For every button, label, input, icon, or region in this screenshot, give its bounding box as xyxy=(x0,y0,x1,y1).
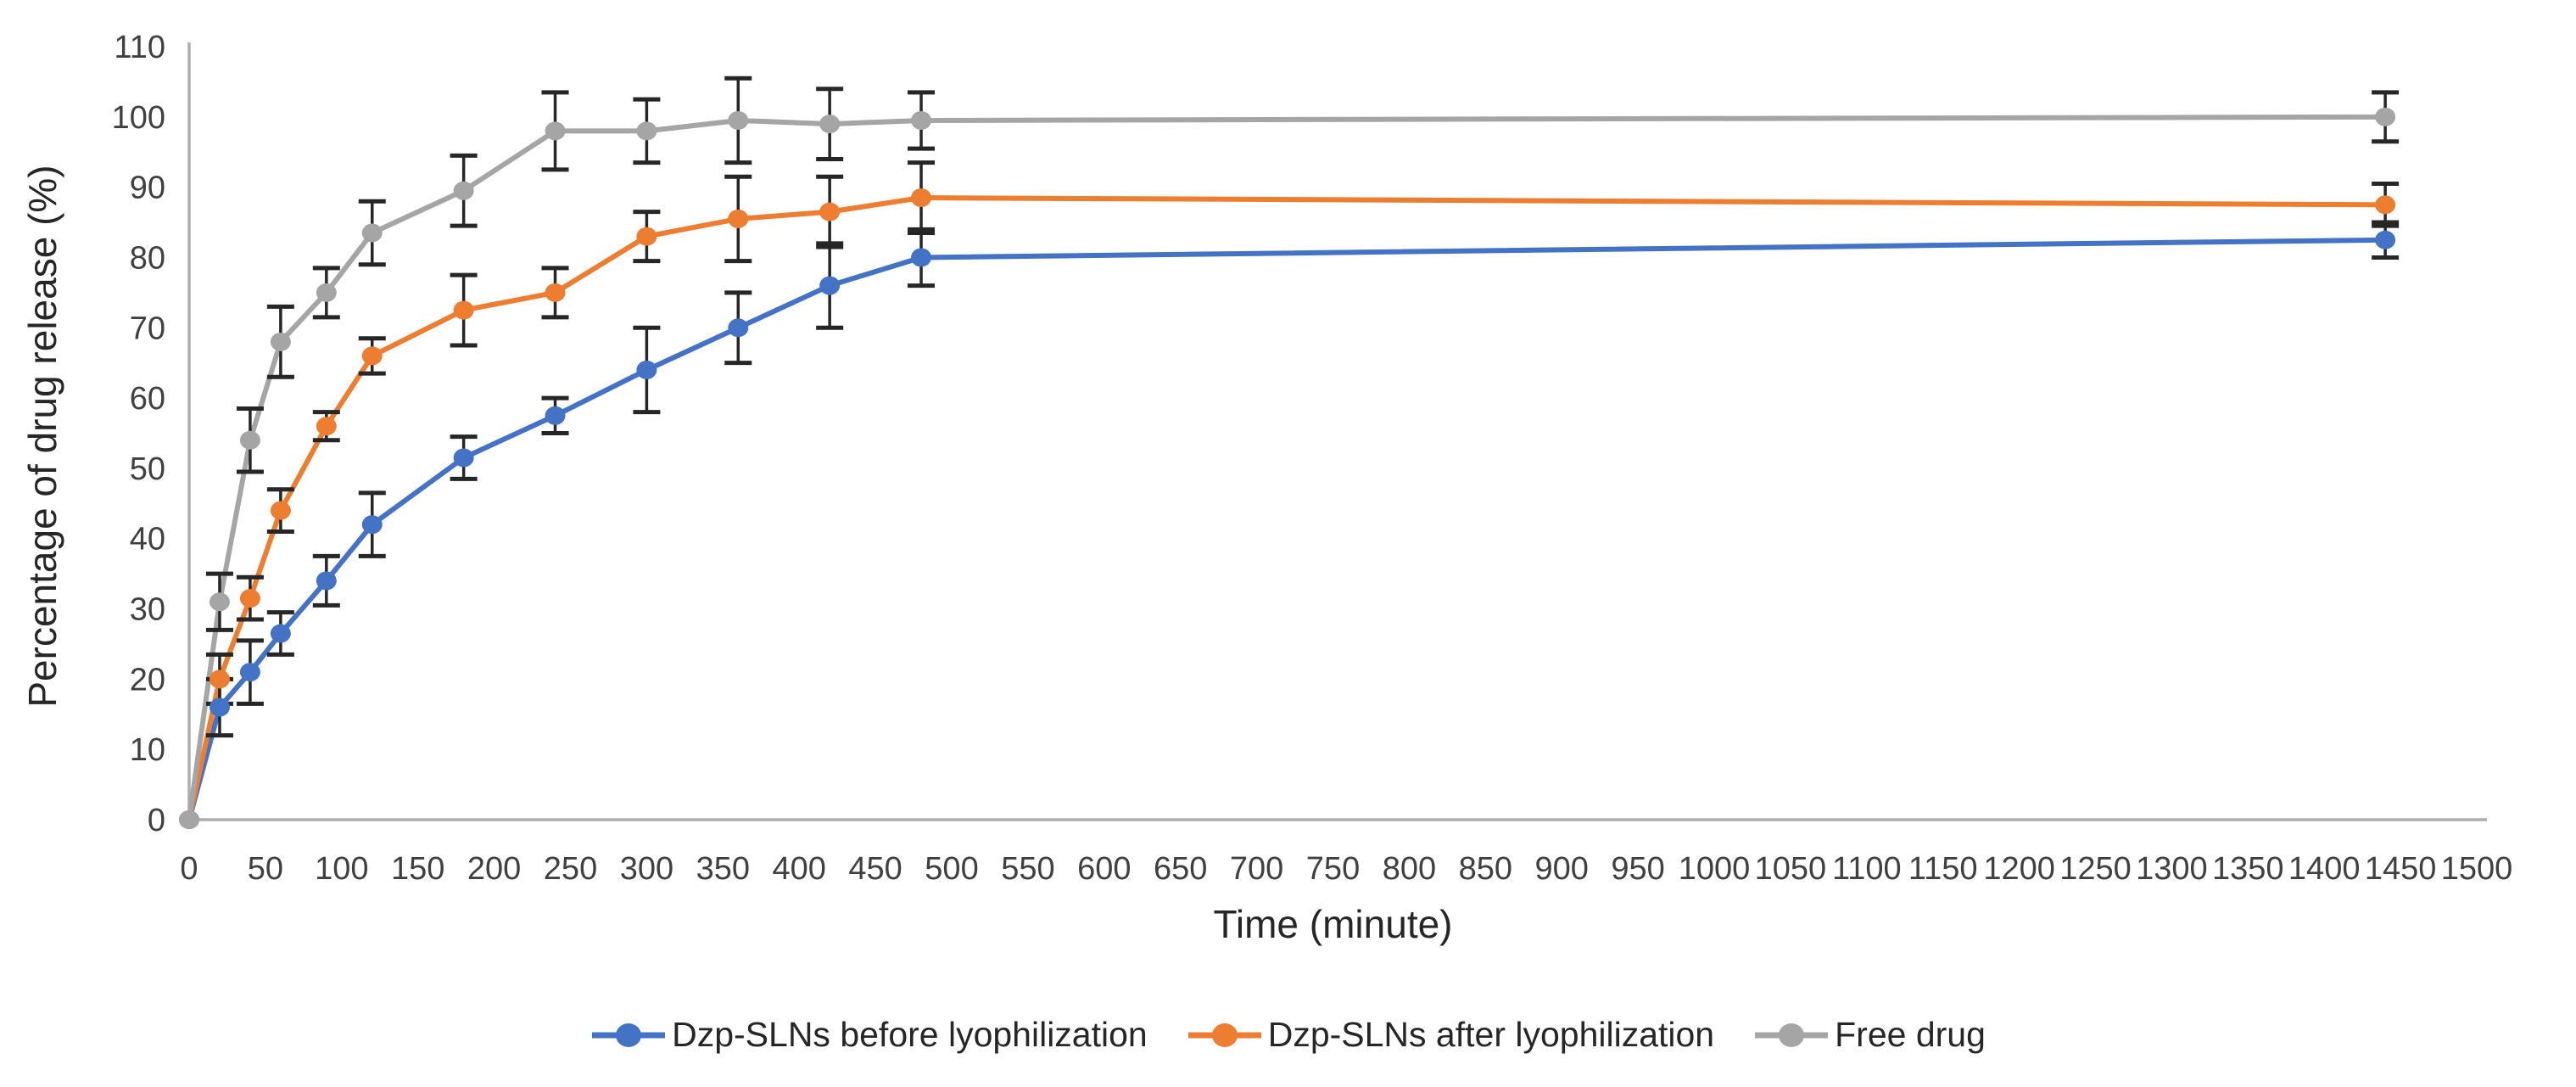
x-tick-label: 1450 xyxy=(2365,851,2437,887)
data-point-marker-series-2 xyxy=(819,202,841,221)
x-tick-label: 850 xyxy=(1459,851,1512,887)
data-point-marker-series-1 xyxy=(636,360,657,379)
x-tick-label: 1150 xyxy=(1908,851,1978,887)
x-tick-label: 100 xyxy=(315,851,368,887)
data-point-marker-series-3 xyxy=(270,332,291,351)
y-axis-title: Percentage of drug release (%) xyxy=(20,165,64,708)
data-point-marker-series-1 xyxy=(239,663,260,682)
x-tick-label: 150 xyxy=(391,851,444,887)
x-tick-label: 400 xyxy=(772,851,825,887)
data-point-marker-series-2 xyxy=(545,283,566,302)
x-tick-label: 500 xyxy=(925,851,978,887)
x-tick-label: 1350 xyxy=(2212,851,2284,887)
y-tick-label: 50 xyxy=(130,451,165,487)
legend-label: Dzp-SLNs before lyophilization xyxy=(672,1015,1148,1054)
data-point-marker-series-1 xyxy=(270,624,291,643)
x-tick-label: 1400 xyxy=(2288,851,2361,887)
data-point-marker-series-1 xyxy=(316,571,337,591)
x-tick-label: 650 xyxy=(1154,851,1207,887)
legend-item-1: Dzp-SLNs before lyophilization xyxy=(590,1015,1148,1055)
y-tick-label: 40 xyxy=(130,522,165,558)
y-tick-label: 80 xyxy=(130,240,165,276)
y-tick-label: 110 xyxy=(114,30,165,65)
x-axis-title: Time (minute) xyxy=(1213,902,1453,946)
x-tick-label: 200 xyxy=(467,851,521,887)
x-tick-label: 250 xyxy=(544,851,597,887)
data-point-marker-series-3 xyxy=(239,430,260,450)
x-tick-label: 1500 xyxy=(2441,851,2513,887)
legend-line-dot-icon xyxy=(1755,1023,1829,1047)
series-line-1 xyxy=(187,237,2389,822)
legend-label: Dzp-SLNs after lyophilization xyxy=(1267,1015,1715,1054)
data-point-marker-series-1 xyxy=(911,248,932,267)
data-point-marker-series-3 xyxy=(819,115,841,134)
data-point-marker-series-2 xyxy=(316,417,337,436)
data-point-marker-series-1 xyxy=(453,448,474,468)
x-tick-label: 750 xyxy=(1306,851,1360,887)
data-point-marker-series-3 xyxy=(453,181,474,200)
y-tick-label: 10 xyxy=(130,732,165,768)
legend-item-2: Dzp-SLNs after lyophilization xyxy=(1187,1015,1714,1055)
data-point-marker-series-1 xyxy=(2375,230,2396,249)
y-tick-label: 70 xyxy=(130,311,165,346)
data-point-marker-series-2 xyxy=(728,209,749,228)
x-tick-label: 1000 xyxy=(1679,851,1751,887)
y-tick-label: 30 xyxy=(130,592,165,628)
data-point-marker-series-3 xyxy=(361,223,383,243)
x-tick-label: 800 xyxy=(1383,851,1436,887)
data-point-marker-series-3 xyxy=(545,121,566,141)
data-point-marker-series-2 xyxy=(911,188,932,208)
data-point-marker-series-2 xyxy=(209,670,230,689)
x-tick-label: 600 xyxy=(1077,851,1131,887)
y-tick-label: 0 xyxy=(148,803,165,838)
x-tick-label: 450 xyxy=(848,851,902,887)
x-tick-label: 1250 xyxy=(2059,851,2132,887)
data-point-marker-series-3 xyxy=(636,121,657,141)
data-point-marker-series-1 xyxy=(819,276,841,295)
y-tick-label: 20 xyxy=(130,662,165,698)
data-point-marker-series-1 xyxy=(361,515,383,535)
legend-line-dot-icon xyxy=(592,1023,666,1047)
data-point-marker-series-2 xyxy=(239,589,260,608)
legend-label: Free drug xyxy=(1835,1015,1986,1054)
x-tick-label: 950 xyxy=(1611,851,1664,887)
legend: Dzp-SLNs before lyophilization Dzp-SLNs a… xyxy=(0,1015,2576,1055)
data-point-marker-series-2 xyxy=(453,300,474,320)
series-line-3 xyxy=(187,114,2389,822)
data-point-marker-series-1 xyxy=(728,318,749,338)
data-point-marker-series-1 xyxy=(545,406,566,425)
legend-line-dot-icon xyxy=(1187,1023,1261,1047)
data-point-marker-series-2 xyxy=(361,346,383,366)
y-tick-label: 90 xyxy=(130,171,165,206)
data-point-marker-series-2 xyxy=(2375,195,2396,215)
x-tick-label: 550 xyxy=(1001,851,1054,887)
data-point-marker-series-2 xyxy=(636,227,657,246)
x-tick-label: 1100 xyxy=(1832,851,1902,887)
x-tick-label: 1300 xyxy=(2136,851,2208,887)
data-point-marker-series-1 xyxy=(209,698,230,717)
x-tick-label: 1050 xyxy=(1755,851,1827,887)
x-tick-label: 1200 xyxy=(1983,851,2055,887)
data-point-marker-series-3 xyxy=(316,283,337,302)
x-tick-label: 50 xyxy=(248,851,283,887)
data-point-marker-series-3 xyxy=(911,110,932,130)
x-tick-label: 700 xyxy=(1230,851,1283,887)
x-tick-label: 0 xyxy=(180,851,198,887)
legend-item-3: Free drug xyxy=(1753,1015,1986,1055)
y-tick-label: 60 xyxy=(130,381,165,417)
x-tick-label: 350 xyxy=(696,851,750,887)
data-point-marker-series-2 xyxy=(270,501,291,520)
data-point-marker-series-3 xyxy=(2375,107,2396,126)
y-tick-label: 100 xyxy=(112,100,165,136)
x-tick-label: 300 xyxy=(620,851,673,887)
data-point-marker-series-3 xyxy=(209,592,230,612)
data-point-marker-series-3 xyxy=(728,110,749,130)
series-line-2 xyxy=(187,195,2389,822)
x-tick-label: 900 xyxy=(1534,851,1588,887)
data-point-marker-series-3 xyxy=(179,810,199,829)
